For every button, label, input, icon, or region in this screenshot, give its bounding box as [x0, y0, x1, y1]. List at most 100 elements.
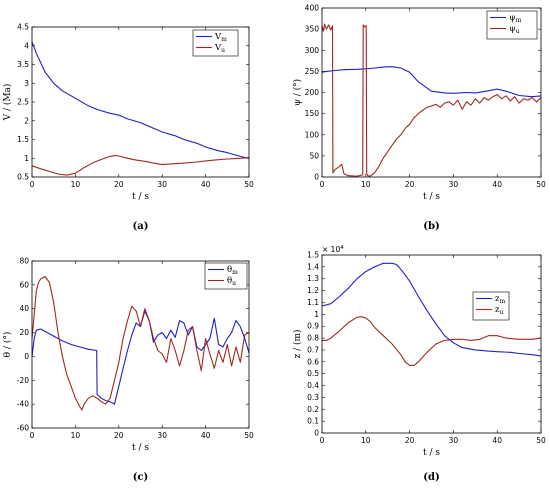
y-tick-label: 350 — [305, 25, 320, 34]
panel-caption: (d) — [423, 472, 439, 483]
y-tick-label: 1.1 — [307, 298, 319, 307]
x-tick-label: 40 — [492, 436, 502, 445]
y-tick-label: 2.5 — [17, 98, 29, 107]
y-tick-label: 0.5 — [17, 173, 29, 182]
x-tick-label: 0 — [30, 180, 35, 189]
series-line-z-u — [322, 316, 542, 366]
x-tick-label: 50 — [244, 431, 254, 440]
x-tick-label: 0 — [320, 180, 325, 189]
y-tick-label: 200 — [305, 88, 320, 97]
y-tick-label: 1.3 — [307, 274, 319, 283]
y-axis-label: ψ / (°) — [292, 79, 303, 106]
legend-entry: Vm — [214, 32, 227, 43]
x-tick-label: 10 — [361, 180, 371, 189]
panel-caption: (b) — [423, 221, 439, 232]
x-tick-label: 10 — [71, 431, 81, 440]
x-tick-label: 50 — [244, 180, 254, 189]
x-tick-label: 20 — [405, 436, 415, 445]
series-line-z-m — [321, 262, 542, 357]
y-tick-label: 0.7 — [307, 345, 319, 354]
y-tick-label: 1.5 — [17, 135, 29, 144]
y-tick-label: 250 — [305, 67, 320, 76]
y-tick-label: 150 — [305, 109, 320, 118]
x-tick-label: 40 — [201, 431, 211, 440]
y-axis-label: θ / (°) — [2, 332, 13, 358]
series-line-θ-u — [31, 275, 250, 411]
y-tick-label: 0.1 — [307, 417, 319, 426]
legend-entry: ψm — [509, 13, 522, 24]
y-tick-label: 60 — [19, 280, 29, 289]
y-tick-label: -20 — [17, 376, 29, 385]
y-tick-label: -60 — [17, 424, 29, 433]
y-tick-label: 4 — [24, 41, 29, 50]
y-axis-label: z / (m) — [292, 329, 303, 358]
chart-panel-2: -60 -40 -20 0 20 40 60 80 0 10 20 30 40 50 t / s θ / (°… — [2, 257, 254, 484]
y-tick-label: -40 — [17, 400, 29, 409]
x-tick-label: 30 — [449, 180, 459, 189]
axes-frame — [31, 26, 250, 178]
y-tick-label: 2 — [24, 116, 29, 125]
x-tick-label: 20 — [405, 180, 415, 189]
y-tick-label: 0.3 — [307, 393, 319, 402]
x-axis-label: t / s — [423, 448, 440, 458]
x-tick-label: 10 — [361, 436, 371, 445]
axes-frame — [321, 254, 542, 434]
y-tick-label: 3 — [24, 79, 29, 88]
x-tick-label: 10 — [71, 180, 81, 189]
x-tick-label: 0 — [320, 436, 325, 445]
chart-panel-3: 0 0.1 0.2 0.3 0.4 0.5 0.6 0.7 0.8 0.9 1 1.1 1.2 1.3 1.… — [292, 245, 546, 483]
legend-box — [472, 291, 510, 321]
x-tick-label: 50 — [536, 180, 546, 189]
y-tick-label: 3.5 — [17, 60, 29, 69]
legend-box — [204, 262, 248, 290]
y-tick-label: 0 — [24, 352, 29, 361]
y-tick-label: 0.6 — [307, 357, 319, 366]
x-axis-label: t / s — [132, 443, 149, 453]
series-line-ψ-u — [321, 23, 542, 177]
y-tick-label: 40 — [19, 304, 29, 313]
y-tick-label: 1 — [24, 154, 29, 163]
y-tick-label: 0 — [314, 429, 319, 438]
y-tick-label: 50 — [309, 151, 319, 160]
chart-panel-0: 0.5 1 1.5 2 2.5 3 3.5 4 4.5 0 10 20 30 40 50 t / s V / (… — [2, 23, 254, 233]
y-tick-label: 0.4 — [307, 381, 319, 390]
series-line-ψ-m — [321, 66, 542, 98]
panel-caption: (c) — [133, 472, 149, 483]
y-tick-label: 100 — [305, 130, 320, 139]
x-tick-label: 50 — [536, 436, 546, 445]
y-tick-label: 20 — [19, 328, 29, 337]
legend-entry: θm — [227, 265, 238, 276]
series-line-V-m — [31, 41, 250, 159]
x-tick-label: 30 — [449, 436, 459, 445]
y-tick-label: 4.5 — [17, 23, 29, 32]
y-tick-label: 0 — [314, 173, 319, 182]
legend-entry: θu — [227, 276, 236, 287]
x-tick-label: 30 — [157, 431, 167, 440]
series-line-V-u — [31, 155, 250, 176]
x-tick-label: 30 — [157, 180, 167, 189]
y-tick-label: 1.2 — [307, 286, 319, 295]
x-axis-label: t / s — [423, 192, 440, 202]
x-tick-label: 20 — [114, 180, 124, 189]
y-tick-label: 80 — [19, 257, 29, 266]
x-tick-label: 40 — [492, 180, 502, 189]
axes-frame — [321, 7, 542, 178]
y-tick-label: 0.2 — [307, 405, 319, 414]
x-axis-label: t / s — [132, 192, 149, 202]
panel-caption: (a) — [133, 221, 149, 232]
legend-entry: Vu — [214, 43, 225, 54]
y-tick-label: 1.4 — [307, 262, 319, 271]
legend-box — [192, 29, 239, 57]
y-tick-label: 0.9 — [307, 322, 319, 331]
legend-entry: zm — [495, 294, 505, 305]
y-tick-label: 0.5 — [307, 369, 319, 378]
y-tick-label: 0.8 — [307, 334, 319, 343]
legend-entry: ψu — [509, 24, 520, 35]
axes-frame — [31, 260, 250, 429]
legend-entry: zu — [495, 305, 503, 316]
